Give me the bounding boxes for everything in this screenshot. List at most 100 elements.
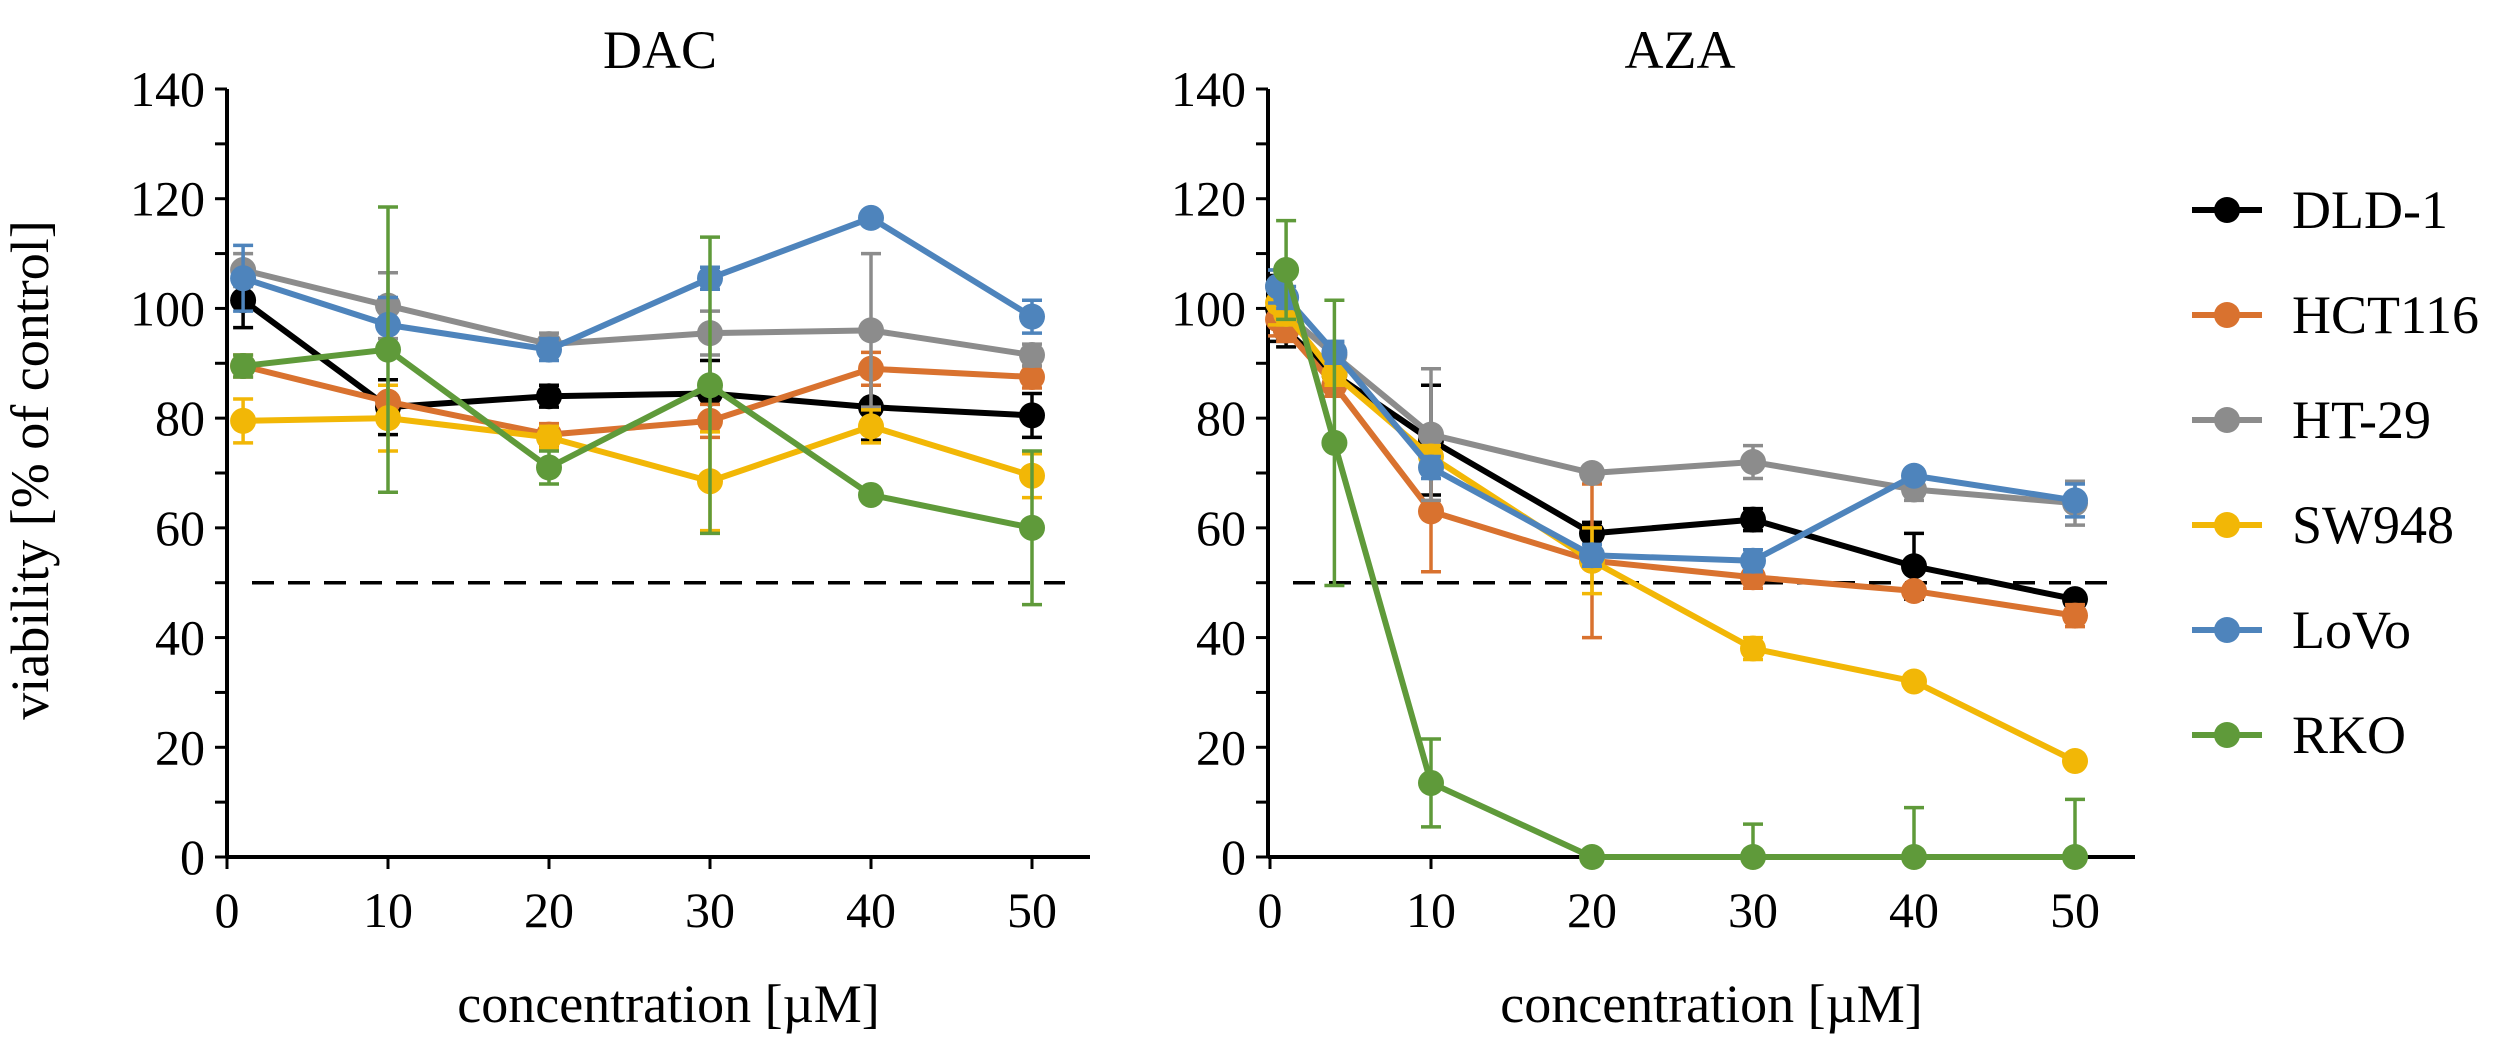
data-point bbox=[1019, 364, 1045, 390]
y-tick-label: 140 bbox=[130, 61, 205, 117]
legend-label: SW948 bbox=[2292, 495, 2454, 555]
x-tick-label: 0 bbox=[1258, 882, 1283, 938]
data-point bbox=[1579, 844, 1605, 870]
data-point bbox=[1901, 844, 1927, 870]
x-axis-title: concentration [µM] bbox=[457, 974, 879, 1034]
data-point bbox=[1901, 577, 1927, 604]
series-line bbox=[243, 415, 1033, 485]
data-point bbox=[2062, 748, 2088, 774]
x-tick-label: 50 bbox=[2050, 882, 2100, 938]
y-tick-label: 0 bbox=[180, 829, 205, 885]
data-point bbox=[1901, 553, 1927, 580]
series-hct116 bbox=[1265, 301, 2088, 640]
data-point bbox=[1019, 303, 1045, 330]
y-tick-label: 40 bbox=[1196, 610, 1246, 666]
legend-label: HCT116 bbox=[2292, 285, 2479, 345]
panel-aza: AZA 0 20 40 60 80 100 120 140 0 10 20 30 40 50 concentr… bbox=[1171, 20, 2135, 1034]
series-line bbox=[242, 346, 1033, 531]
legend: DLD-1 HCT116 HT-29 SW948 LoVo RKO bbox=[2192, 180, 2479, 765]
series-line bbox=[1283, 269, 2075, 860]
data-point bbox=[1579, 460, 1605, 486]
y-tick-label: 100 bbox=[130, 280, 205, 336]
data-point bbox=[1019, 402, 1045, 429]
legend-item-ht-29: HT-29 bbox=[2192, 390, 2431, 450]
data-point bbox=[536, 383, 562, 410]
y-tick-label: 140 bbox=[1171, 61, 1246, 117]
data-point bbox=[2062, 487, 2088, 514]
y-tick-label: 0 bbox=[1221, 829, 1246, 885]
panel-title: DAC bbox=[603, 20, 717, 80]
data-point bbox=[1418, 454, 1444, 481]
legend-swatch-marker bbox=[2214, 617, 2240, 643]
legend-swatch-marker bbox=[2214, 302, 2240, 328]
y-tick-label: 80 bbox=[1196, 390, 1246, 446]
data-point bbox=[1019, 342, 1045, 369]
x-tick-label: 40 bbox=[846, 882, 896, 938]
data-point bbox=[1740, 635, 1766, 662]
y-tick-label: 60 bbox=[155, 500, 205, 556]
data-point bbox=[858, 317, 884, 344]
legend-item-lovo: LoVo bbox=[2192, 600, 2411, 660]
x-tick-label: 0 bbox=[215, 882, 240, 938]
x-axis-title: concentration [µM] bbox=[1500, 974, 1922, 1034]
legend-item-dld-1: DLD-1 bbox=[2192, 180, 2448, 240]
y-tick-label: 40 bbox=[155, 610, 205, 666]
data-point bbox=[1740, 844, 1766, 870]
data-point bbox=[858, 481, 884, 508]
y-tick-label: 60 bbox=[1196, 500, 1246, 556]
legend-label: HT-29 bbox=[2292, 390, 2431, 450]
data-point bbox=[1901, 668, 1927, 695]
data-point bbox=[1321, 429, 1348, 456]
x-tick-label: 50 bbox=[1007, 882, 1057, 938]
legend-label: RKO bbox=[2292, 705, 2406, 765]
data-point bbox=[536, 424, 562, 451]
panel-dac: DAC 0 20 40 60 80 100 120 140 0 10 20 30 40 50 concentr… bbox=[130, 20, 1090, 1034]
y-tick-label: 80 bbox=[155, 390, 205, 446]
x-tick-label: 40 bbox=[1889, 882, 1939, 938]
legend-swatch-marker bbox=[2214, 407, 2240, 433]
y-tick-label: 20 bbox=[1196, 719, 1246, 775]
data-point bbox=[375, 336, 401, 363]
series-line bbox=[242, 214, 1034, 353]
data-point bbox=[2062, 602, 2088, 629]
data-point bbox=[536, 336, 562, 363]
y-tick-label: 20 bbox=[155, 719, 205, 775]
series-hct116 bbox=[230, 350, 1045, 448]
series-ht-29 bbox=[1265, 268, 2088, 527]
data-point bbox=[1418, 498, 1444, 525]
data-point bbox=[697, 372, 723, 399]
legend-item-rko: RKO bbox=[2192, 705, 2406, 765]
data-point bbox=[1579, 542, 1605, 569]
x-tick-label: 30 bbox=[1728, 882, 1778, 938]
legend-swatch-marker bbox=[2214, 722, 2240, 748]
legend-item-sw948: SW948 bbox=[2192, 495, 2454, 555]
series-line bbox=[242, 267, 1033, 359]
y-tick-label: 100 bbox=[1171, 280, 1246, 336]
data-point bbox=[536, 454, 562, 481]
x-tick-label: 20 bbox=[1567, 882, 1617, 938]
y-tick-label: 120 bbox=[1171, 171, 1246, 227]
x-tick-label: 20 bbox=[524, 882, 574, 938]
data-point bbox=[1418, 769, 1444, 796]
series-dld-1 bbox=[1265, 273, 2088, 613]
data-point bbox=[230, 265, 257, 292]
legend-swatch-marker bbox=[2214, 512, 2240, 538]
data-point bbox=[1901, 462, 1927, 489]
data-point bbox=[1740, 506, 1766, 533]
series-rko bbox=[230, 205, 1045, 607]
series-line bbox=[1275, 284, 2076, 564]
legend-item-hct116: HCT116 bbox=[2192, 285, 2479, 345]
x-tick-label: 10 bbox=[363, 882, 413, 938]
data-point bbox=[230, 353, 257, 380]
data-point bbox=[1019, 514, 1045, 541]
data-point bbox=[230, 407, 257, 434]
series-line bbox=[1275, 301, 2077, 764]
panel-title: AZA bbox=[1625, 20, 1736, 80]
data-point bbox=[1740, 449, 1766, 476]
data-point bbox=[858, 413, 884, 440]
data-point bbox=[858, 204, 884, 231]
data-point bbox=[1740, 547, 1766, 574]
series-line bbox=[241, 297, 1033, 419]
y-axis-title: viability [% of control] bbox=[0, 220, 60, 719]
